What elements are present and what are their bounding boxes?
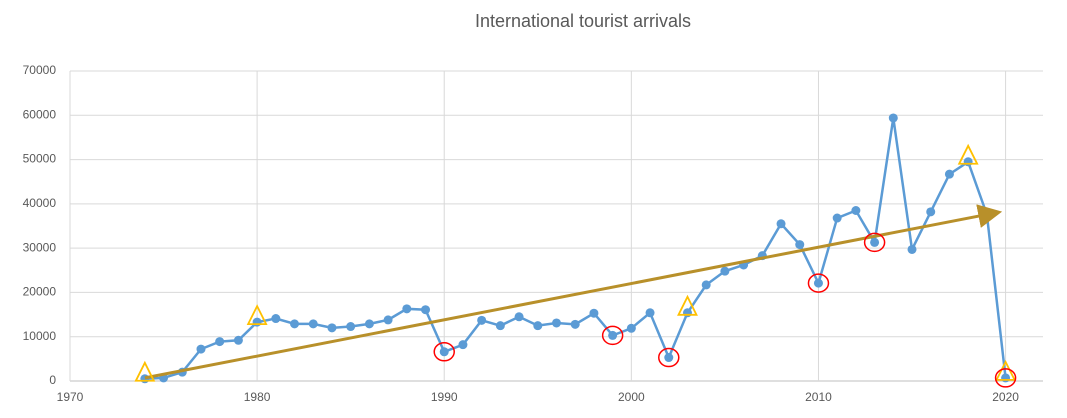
data-point	[720, 266, 730, 276]
triangle-marker	[246, 304, 268, 326]
x-tick-label: 1980	[244, 390, 271, 404]
triangle-marker	[957, 143, 979, 165]
data-point	[645, 308, 655, 318]
data-point	[327, 323, 337, 333]
data-point	[290, 319, 300, 329]
data-point	[851, 206, 861, 215]
circle-marker	[863, 232, 886, 253]
data-point	[682, 308, 692, 318]
data-point	[308, 319, 318, 329]
trend-arrow	[144, 204, 1003, 380]
data-point	[271, 314, 281, 324]
y-tick-label: 70000	[23, 63, 57, 77]
data-point	[533, 321, 543, 331]
x-tick-label: 2010	[805, 390, 832, 404]
data-point	[795, 240, 805, 250]
data-point	[963, 157, 973, 167]
circle-marker	[807, 273, 830, 293]
data-point	[926, 207, 936, 217]
y-tick-label: 0	[49, 373, 56, 387]
data-point	[907, 244, 917, 254]
triangle-marker	[677, 294, 698, 316]
data-point	[888, 113, 898, 123]
circle-marker	[601, 325, 624, 346]
data-point	[608, 330, 618, 340]
data-point	[626, 323, 636, 333]
y-tick-label: 50000	[23, 152, 57, 166]
x-tick-label: 2020	[992, 390, 1019, 404]
data-point	[664, 353, 674, 363]
chart-title: International tourist arrivals	[475, 11, 691, 31]
data-point	[514, 312, 524, 322]
data-point	[439, 347, 449, 357]
x-tick-label: 2000	[618, 390, 645, 404]
data-point	[196, 344, 206, 354]
triangle-marker	[134, 360, 156, 382]
y-tick-label: 60000	[23, 107, 57, 121]
y-tick-label: 20000	[23, 285, 57, 299]
data-point	[701, 280, 711, 290]
x-tick-label: 1970	[57, 390, 84, 404]
data-point	[402, 304, 412, 314]
y-tick-label: 30000	[23, 240, 57, 254]
data-point	[215, 337, 225, 347]
circle-marker	[433, 342, 455, 362]
data-point	[346, 322, 356, 332]
data-point	[944, 169, 954, 179]
data-point	[870, 237, 880, 247]
triangle-marker	[995, 359, 1017, 381]
data-point	[233, 335, 243, 345]
y-tick-label: 10000	[23, 329, 57, 343]
data-point	[495, 321, 505, 331]
x-tick-label: 1990	[431, 390, 458, 404]
data-point	[552, 318, 561, 328]
data-point	[832, 213, 842, 223]
data-point	[1001, 373, 1011, 383]
circle-marker	[994, 368, 1017, 388]
data-point	[589, 308, 599, 318]
data-point	[383, 315, 393, 325]
data-point	[776, 219, 786, 229]
circle-marker	[658, 347, 680, 368]
data-point	[252, 317, 262, 327]
data-point	[477, 315, 487, 325]
y-tick-label: 40000	[23, 196, 57, 210]
data-point	[458, 340, 468, 350]
data-point	[570, 319, 580, 329]
data-point	[364, 319, 374, 329]
data-point	[421, 305, 431, 315]
data-point	[813, 278, 823, 288]
